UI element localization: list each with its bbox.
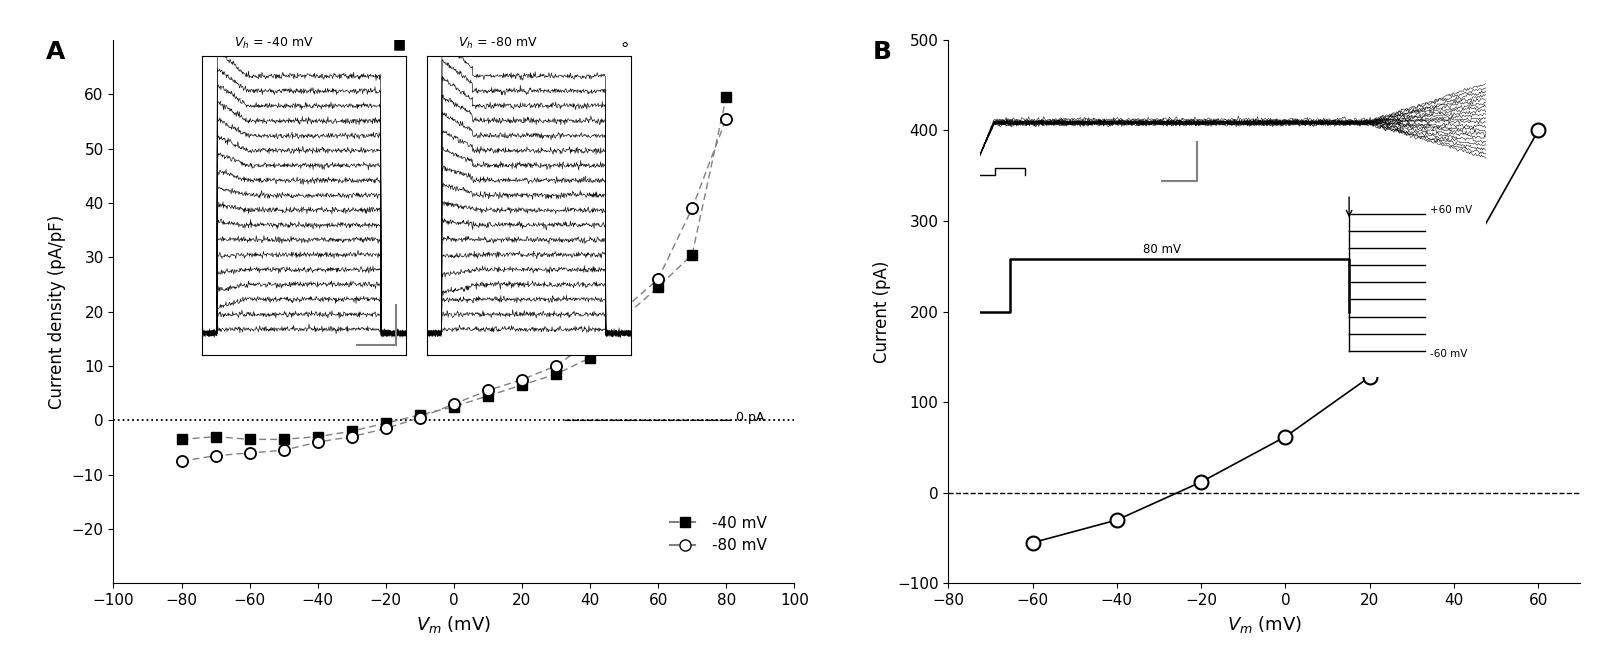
Text: A: A (45, 40, 65, 64)
Y-axis label: Current density (pA/pF): Current density (pA/pF) (49, 215, 66, 408)
Text: $\circ$: $\circ$ (619, 35, 629, 54)
Text: $V_h$ = -80 mV: $V_h$ = -80 mV (459, 36, 538, 50)
Text: B: B (872, 40, 892, 64)
Text: 0 pA: 0 pA (736, 411, 765, 424)
Legend: -40 mV, -80 mV: -40 mV, -80 mV (663, 510, 773, 560)
X-axis label: $V_m$ (mV): $V_m$ (mV) (1227, 614, 1302, 634)
Y-axis label: Current (pA): Current (pA) (874, 261, 892, 363)
Text: $\blacksquare$: $\blacksquare$ (392, 39, 407, 54)
X-axis label: $V_m$ (mV): $V_m$ (mV) (417, 614, 491, 634)
Text: $V_h$ = -40 mV: $V_h$ = -40 mV (233, 36, 313, 50)
